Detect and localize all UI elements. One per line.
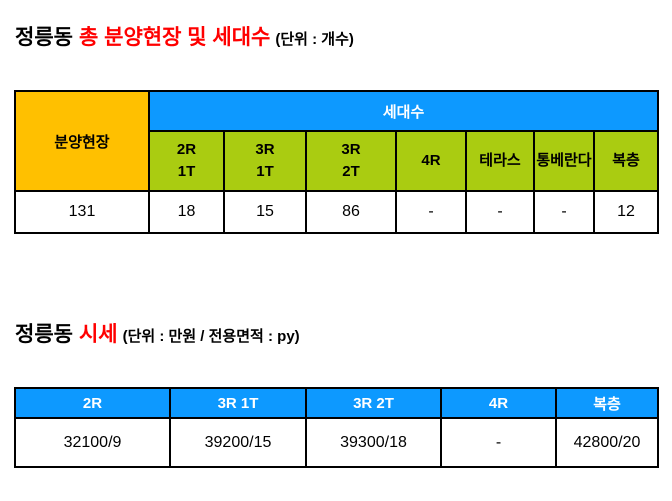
value-4r: - [395, 190, 467, 234]
price-value-4r: - [440, 417, 557, 468]
section1-title-district: 정릉동 [15, 26, 73, 49]
sub-header-3r1t: 3R 1T [223, 130, 307, 192]
sub-header-2r1t: 2R 1T [148, 130, 225, 192]
value-sales-sites: 131 [14, 190, 150, 234]
sub-header-3r2t: 3R 2T [305, 130, 397, 192]
value-duplex: 12 [592, 190, 660, 234]
price-header-3r1t: 3R 1T [169, 387, 307, 419]
value-3r2t: 86 [305, 190, 397, 234]
price-header-4r: 4R [440, 387, 557, 419]
price-value-duplex: 42800/20 [555, 417, 659, 468]
section1-title-subject: 총 분양현장 및 세대수 [78, 26, 271, 49]
value-terrace: - [465, 190, 535, 234]
group-header-households: 세대수 [147, 90, 660, 132]
price-header-2r: 2R [14, 387, 171, 419]
price-value-3r2t: 39300/18 [305, 417, 442, 468]
sub-header-terrace: 테라스 [465, 130, 535, 192]
price-value-3r1t: 39200/15 [169, 417, 307, 468]
table-row: 131 18 15 86 - - - 12 [14, 190, 660, 234]
section2-title-district: 정릉동 [15, 323, 73, 346]
section1-title: 정릉동 총 분양현장 및 세대수 (단위 : 개수) [15, 25, 658, 53]
sub-header-full-veranda: 통베란다 [533, 130, 595, 192]
table-row: 32100/9 39200/15 39300/18 - 42800/20 [14, 417, 659, 468]
section1-title-unit: (단위 : 개수) [275, 31, 354, 48]
section2-title-unit: (단위 : 만원 / 전용면적 : py) [122, 328, 300, 345]
sales-sites-households-table: 분양현장 세대수 2R 1T 3R 1T 3R 2T 4R 테라스 통베란다 복… [14, 90, 660, 234]
market-price-table: 2R 3R 1T 3R 2T 4R 복층 32100/9 39200/15 39… [14, 387, 659, 468]
value-3r1t: 15 [223, 190, 307, 234]
sub-header-duplex: 복층 [592, 130, 660, 192]
price-value-2r: 32100/9 [14, 417, 171, 468]
section2-title-subject: 시세 [78, 323, 118, 346]
price-header-duplex: 복층 [555, 387, 659, 419]
value-2r1t: 18 [148, 190, 225, 234]
sub-header-4r: 4R [395, 130, 467, 192]
col-header-sales-sites: 분양현장 [14, 90, 150, 192]
value-full-veranda: - [533, 190, 595, 234]
section2-title: 정릉동 시세 (단위 : 만원 / 전용면적 : py) [15, 322, 658, 350]
price-header-3r2t: 3R 2T [305, 387, 442, 419]
